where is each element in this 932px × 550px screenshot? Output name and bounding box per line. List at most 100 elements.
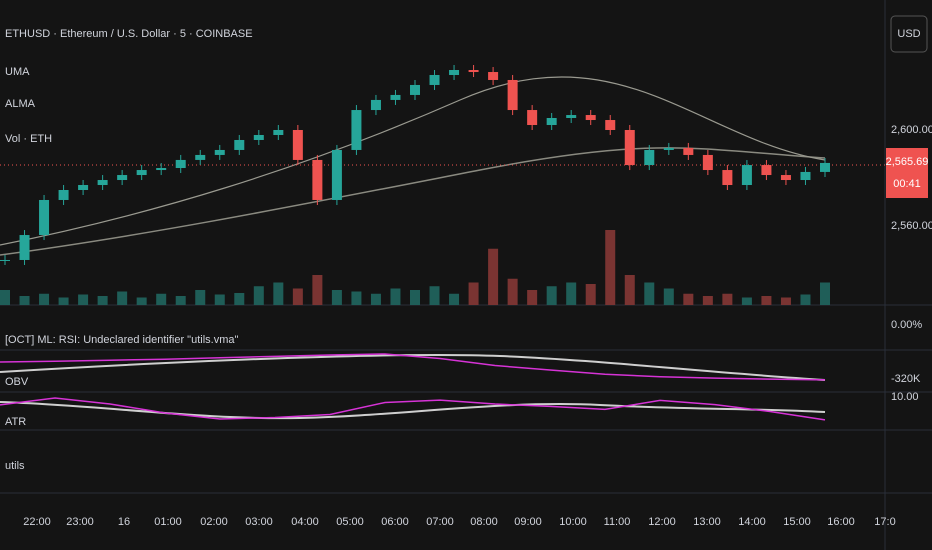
candle (741, 165, 752, 186)
candle (136, 170, 147, 176)
currency[interactable]: USD (897, 28, 920, 40)
candle (429, 74, 440, 85)
volume-bar (527, 290, 538, 305)
candle (410, 84, 420, 95)
candle (351, 110, 362, 150)
volume-bar (351, 291, 362, 305)
candle (468, 70, 479, 73)
price-tick-label: 2,600.00 (891, 124, 932, 136)
volume-bar (234, 293, 245, 305)
volume-bar (429, 286, 440, 305)
candle (605, 120, 616, 130)
candle (722, 170, 733, 186)
volume-bar (195, 290, 206, 305)
candle (253, 134, 264, 140)
current-price: 2,565.69 (886, 156, 929, 168)
candle (97, 180, 108, 186)
candle (488, 72, 499, 80)
volume-bar (331, 290, 342, 305)
candle (39, 199, 50, 236)
volume-bar (253, 286, 264, 305)
time-label: 16 (118, 516, 130, 528)
time-label: 05:00 (336, 516, 364, 528)
candle (624, 130, 635, 166)
volume-bar (312, 275, 323, 305)
time-label: 10:00 (559, 516, 587, 528)
volume-bar (722, 293, 733, 305)
candle (761, 165, 772, 176)
indicator-label: ALMA (5, 98, 36, 110)
time-label: 03:00 (245, 516, 273, 528)
time-label: 06:00 (381, 516, 409, 528)
obv-line (0, 353, 826, 381)
candle (117, 175, 128, 181)
volume-bar (273, 282, 284, 305)
candle (273, 130, 284, 135)
volume-bar (292, 288, 303, 305)
volume-bar (488, 248, 499, 305)
indicator-label: UMA (5, 66, 30, 78)
candle (195, 154, 206, 160)
candle (585, 115, 596, 121)
pane-label: utils (5, 460, 25, 472)
candle (800, 171, 811, 181)
time-label: 15:00 (783, 516, 811, 528)
volume-bar (97, 296, 108, 305)
volume-bar (507, 278, 518, 305)
time-label: 07:00 (426, 516, 454, 528)
volume-bar (136, 297, 147, 305)
volume-bar (156, 293, 167, 305)
volume-bar (175, 296, 186, 305)
candle (702, 154, 713, 171)
pane-label: ATR (5, 416, 26, 428)
volume-bar (741, 297, 752, 305)
candle (663, 147, 674, 150)
time-label: 09:00 (514, 516, 542, 528)
atr-ma (0, 401, 826, 420)
time-label: 12:00 (648, 516, 676, 528)
volume-bar (117, 291, 128, 305)
obv-ma (0, 353, 826, 381)
atr-line (0, 397, 826, 421)
volume-bar (800, 294, 811, 305)
time-label: 16:00 (827, 516, 855, 528)
candle (312, 159, 323, 200)
time-label: 02:00 (200, 516, 228, 528)
candle (292, 130, 303, 160)
volume-bar (58, 297, 69, 305)
volume-bar (39, 293, 50, 305)
candle (644, 149, 655, 166)
ma-line (0, 76, 826, 246)
volume-bar (214, 294, 225, 305)
candle (449, 70, 460, 75)
volume-bar (410, 290, 420, 305)
time-label: 17:0 (874, 516, 895, 528)
volume-bar (761, 296, 772, 305)
volume-bar (449, 293, 460, 305)
volume-bar (19, 296, 30, 305)
pane-label: [OCT] ML: RSI: Undeclared identifier "ut… (5, 334, 238, 346)
time-label: 11:00 (604, 516, 631, 528)
candle (546, 118, 557, 126)
candle (820, 162, 830, 172)
volume-bar (546, 286, 557, 305)
volume-bar (605, 230, 616, 305)
volume-bar (566, 282, 577, 305)
volume-bar (820, 282, 830, 305)
candle (19, 235, 30, 260)
volume-bar (780, 297, 791, 305)
time-label: 13:00 (693, 516, 721, 528)
time-label: 08:00 (470, 516, 498, 528)
pane-axis-label: -320K (891, 373, 921, 385)
volume-bar (370, 293, 381, 305)
pane-label: OBV (5, 376, 29, 388)
candle (78, 185, 89, 190)
candle (370, 99, 381, 111)
candle (58, 190, 69, 200)
volume-bar (0, 290, 10, 305)
volume-bar (702, 296, 713, 305)
volume-bar (683, 293, 694, 305)
currency-button[interactable] (890, 15, 928, 53)
